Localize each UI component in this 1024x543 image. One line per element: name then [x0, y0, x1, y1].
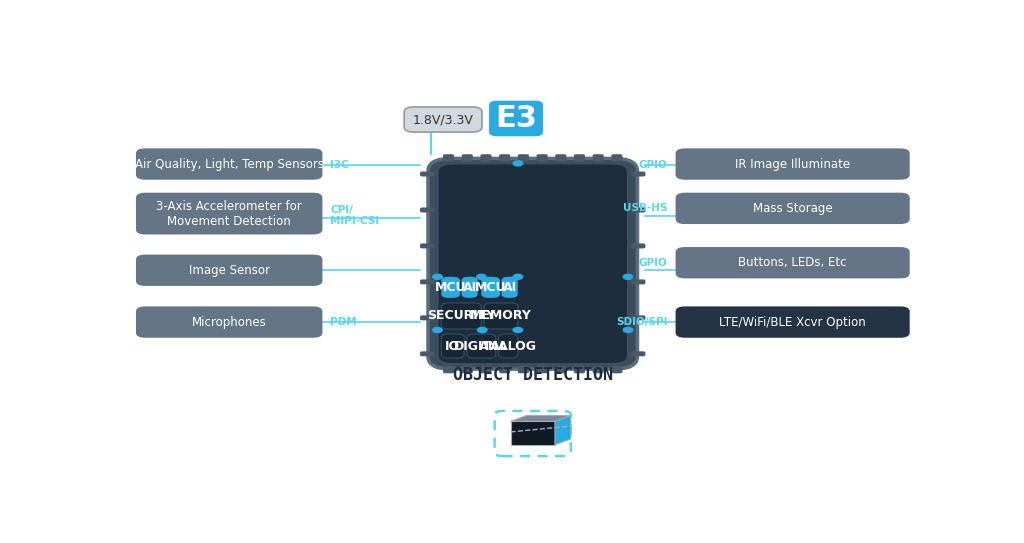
FancyBboxPatch shape — [611, 366, 623, 373]
FancyBboxPatch shape — [631, 207, 645, 212]
FancyBboxPatch shape — [420, 351, 434, 356]
Circle shape — [513, 274, 522, 279]
FancyBboxPatch shape — [484, 303, 518, 329]
Text: ANALOG: ANALOG — [479, 339, 538, 352]
FancyBboxPatch shape — [136, 148, 323, 180]
Text: DIGITAL: DIGITAL — [454, 339, 509, 352]
Text: IR Image Illuminate: IR Image Illuminate — [735, 157, 850, 171]
FancyBboxPatch shape — [631, 243, 645, 248]
Circle shape — [433, 274, 442, 279]
FancyBboxPatch shape — [462, 277, 477, 298]
FancyBboxPatch shape — [611, 154, 623, 162]
FancyBboxPatch shape — [499, 154, 510, 162]
Circle shape — [476, 274, 486, 279]
FancyBboxPatch shape — [441, 334, 464, 358]
FancyBboxPatch shape — [676, 247, 909, 279]
Text: SECURITY: SECURITY — [427, 310, 496, 323]
FancyBboxPatch shape — [537, 366, 548, 373]
FancyBboxPatch shape — [136, 306, 323, 338]
FancyBboxPatch shape — [481, 277, 500, 298]
Circle shape — [513, 327, 522, 332]
FancyBboxPatch shape — [437, 163, 628, 364]
FancyBboxPatch shape — [555, 366, 566, 373]
FancyBboxPatch shape — [420, 315, 434, 320]
FancyBboxPatch shape — [480, 154, 492, 162]
FancyBboxPatch shape — [631, 280, 645, 285]
Circle shape — [513, 161, 522, 166]
Text: PDM: PDM — [331, 317, 357, 327]
FancyBboxPatch shape — [480, 366, 492, 373]
Text: USB-HS: USB-HS — [624, 203, 668, 213]
Polygon shape — [511, 421, 555, 445]
Text: MCU: MCU — [435, 281, 466, 294]
FancyBboxPatch shape — [136, 193, 323, 235]
Text: Image Sensor: Image Sensor — [188, 264, 269, 277]
Text: GPIO: GPIO — [639, 160, 668, 169]
FancyBboxPatch shape — [518, 366, 529, 373]
Text: I3C: I3C — [331, 160, 349, 169]
Text: GPIO: GPIO — [639, 257, 668, 268]
FancyBboxPatch shape — [499, 334, 518, 358]
Text: AI: AI — [503, 281, 517, 294]
FancyBboxPatch shape — [428, 159, 638, 369]
Circle shape — [433, 327, 442, 332]
FancyBboxPatch shape — [462, 154, 473, 162]
FancyBboxPatch shape — [631, 315, 645, 320]
FancyBboxPatch shape — [555, 154, 566, 162]
FancyBboxPatch shape — [676, 148, 909, 180]
Text: SDIO/SPI: SDIO/SPI — [616, 317, 668, 327]
FancyBboxPatch shape — [676, 193, 909, 224]
Text: Mass Storage: Mass Storage — [753, 202, 833, 215]
FancyBboxPatch shape — [676, 306, 909, 338]
Text: IO: IO — [445, 339, 461, 352]
FancyBboxPatch shape — [631, 351, 645, 356]
FancyBboxPatch shape — [502, 277, 518, 298]
FancyBboxPatch shape — [441, 303, 481, 329]
FancyBboxPatch shape — [441, 277, 460, 298]
FancyBboxPatch shape — [420, 207, 434, 212]
Text: Buttons, LEDs, Etc: Buttons, LEDs, Etc — [738, 256, 847, 269]
FancyBboxPatch shape — [443, 366, 455, 373]
Text: MEMORY: MEMORY — [470, 310, 531, 323]
Text: 3-Axis Accelerometer for
Movement Detection: 3-Axis Accelerometer for Movement Detect… — [157, 200, 302, 228]
Text: OBJECT DETECTION: OBJECT DETECTION — [453, 367, 612, 384]
Circle shape — [624, 327, 633, 332]
Text: E3: E3 — [496, 104, 537, 133]
Polygon shape — [555, 415, 570, 445]
FancyBboxPatch shape — [443, 154, 455, 162]
FancyBboxPatch shape — [593, 366, 604, 373]
Text: Microphones: Microphones — [191, 315, 266, 329]
Text: LTE/WiFi/BLE Xcvr Option: LTE/WiFi/BLE Xcvr Option — [719, 315, 866, 329]
Polygon shape — [511, 415, 570, 421]
FancyBboxPatch shape — [593, 154, 604, 162]
Text: CPI/
MIPI-CSI: CPI/ MIPI-CSI — [331, 205, 380, 226]
FancyBboxPatch shape — [573, 154, 585, 162]
Circle shape — [477, 327, 487, 332]
FancyBboxPatch shape — [136, 255, 323, 286]
FancyBboxPatch shape — [631, 172, 645, 176]
FancyBboxPatch shape — [467, 334, 496, 358]
FancyBboxPatch shape — [537, 154, 548, 162]
FancyBboxPatch shape — [518, 154, 529, 162]
FancyBboxPatch shape — [489, 100, 543, 136]
FancyBboxPatch shape — [420, 280, 434, 285]
FancyBboxPatch shape — [420, 172, 434, 176]
FancyBboxPatch shape — [462, 366, 473, 373]
FancyBboxPatch shape — [499, 366, 510, 373]
Text: 1.8V/3.3V: 1.8V/3.3V — [413, 113, 473, 126]
Text: MCU: MCU — [475, 281, 507, 294]
FancyBboxPatch shape — [404, 107, 482, 132]
FancyBboxPatch shape — [573, 366, 585, 373]
Text: Air Quality, Light, Temp Sensors: Air Quality, Light, Temp Sensors — [135, 157, 324, 171]
Text: AI: AI — [463, 281, 476, 294]
FancyBboxPatch shape — [420, 243, 434, 248]
Circle shape — [624, 274, 633, 279]
